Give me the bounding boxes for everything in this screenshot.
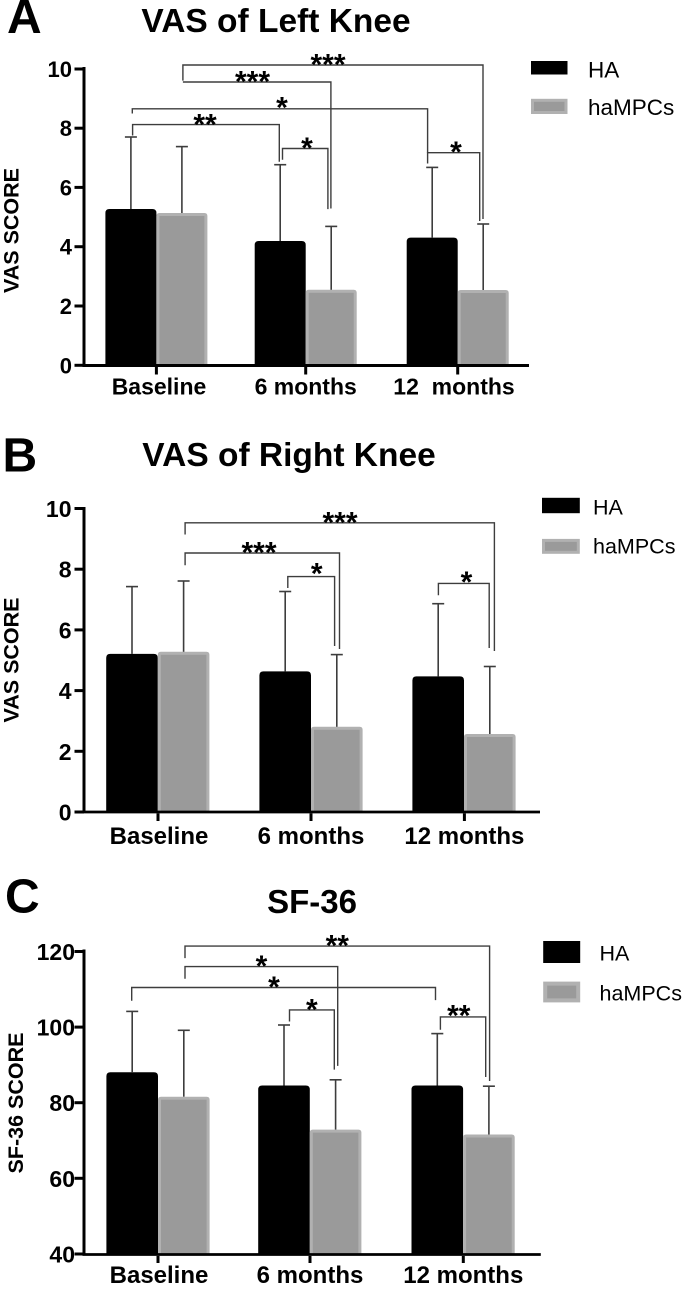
svg-text:*: * — [276, 91, 288, 124]
svg-text:***: *** — [310, 49, 345, 82]
svg-text:VAS SCORE: VAS SCORE — [0, 597, 24, 722]
svg-text:**: ** — [447, 1000, 471, 1033]
svg-text:HA: HA — [588, 58, 619, 83]
svg-text:6 months: 6 months — [255, 374, 357, 400]
svg-text:12 months: 12 months — [403, 1262, 523, 1289]
svg-text:***: *** — [235, 66, 270, 99]
svg-text:*: * — [461, 566, 473, 599]
svg-text:8: 8 — [60, 116, 72, 141]
svg-text:B: B — [3, 429, 38, 482]
svg-text:VAS of Right Knee: VAS of Right Knee — [142, 437, 435, 474]
svg-text:*: * — [306, 993, 318, 1026]
svg-text:*: * — [450, 136, 462, 169]
svg-text:120: 120 — [37, 939, 75, 965]
svg-text:*: * — [311, 558, 323, 591]
svg-text:6 months: 6 months — [258, 823, 365, 850]
svg-text:4: 4 — [59, 678, 72, 704]
svg-text:Baseline: Baseline — [110, 823, 209, 850]
svg-text:2: 2 — [60, 294, 72, 319]
svg-text:*: * — [301, 132, 313, 165]
svg-text:12 months: 12 months — [404, 823, 524, 850]
svg-text:6: 6 — [59, 617, 72, 643]
svg-text:***: *** — [322, 506, 357, 539]
svg-text:10: 10 — [48, 57, 72, 82]
svg-text:100: 100 — [37, 1015, 75, 1041]
svg-text:haMPCs: haMPCs — [588, 95, 674, 120]
svg-text:VAS SCORE: VAS SCORE — [0, 168, 24, 293]
svg-text:Baseline: Baseline — [110, 1262, 209, 1289]
svg-text:SF-36 SCORE: SF-36 SCORE — [4, 1033, 28, 1174]
svg-text:0: 0 — [59, 800, 72, 826]
svg-text:SF-36: SF-36 — [267, 883, 357, 920]
svg-text:HA: HA — [593, 496, 624, 520]
svg-text:Baseline: Baseline — [112, 374, 207, 400]
svg-text:40: 40 — [49, 1242, 75, 1268]
svg-text:HA: HA — [600, 942, 631, 966]
svg-text:6 months: 6 months — [257, 1262, 364, 1289]
svg-text:*: * — [268, 971, 280, 1004]
svg-text:C: C — [5, 870, 40, 923]
svg-text:**: ** — [193, 108, 217, 141]
svg-text:12 months: 12 months — [393, 374, 514, 400]
svg-text:10: 10 — [46, 496, 72, 522]
svg-text:***: *** — [241, 537, 276, 570]
svg-text:80: 80 — [49, 1090, 75, 1116]
svg-text:6: 6 — [60, 175, 72, 200]
svg-text:4: 4 — [60, 235, 73, 260]
svg-text:*: * — [256, 950, 268, 983]
svg-text:haMPCs: haMPCs — [600, 982, 682, 1006]
svg-text:haMPCs: haMPCs — [593, 535, 675, 559]
svg-text:**: ** — [326, 930, 350, 963]
svg-text:60: 60 — [49, 1166, 75, 1192]
svg-text:VAS of Left Knee: VAS of Left Knee — [141, 3, 410, 40]
svg-text:A: A — [7, 0, 42, 44]
svg-text:2: 2 — [59, 739, 72, 765]
svg-text:8: 8 — [59, 557, 72, 583]
svg-text:0: 0 — [60, 353, 72, 378]
